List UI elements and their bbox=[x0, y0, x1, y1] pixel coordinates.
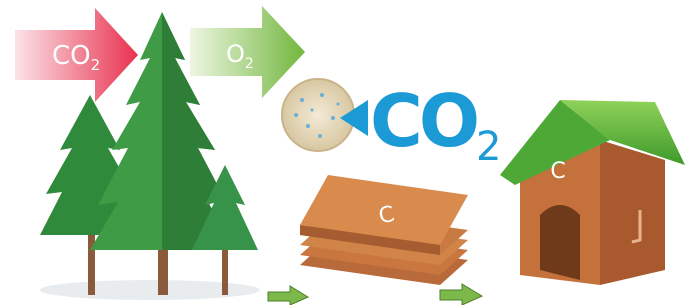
log bbox=[282, 79, 354, 151]
absorption-label: CO2 bbox=[370, 79, 498, 170]
house-label: C bbox=[550, 159, 565, 184]
flow-arrow bbox=[440, 284, 482, 305]
house bbox=[500, 100, 685, 285]
flow-arrow bbox=[268, 286, 308, 305]
o2-arrow bbox=[190, 6, 305, 98]
diagram: CO2 O2 CO2 C C bbox=[0, 0, 687, 305]
lumber bbox=[300, 175, 468, 285]
